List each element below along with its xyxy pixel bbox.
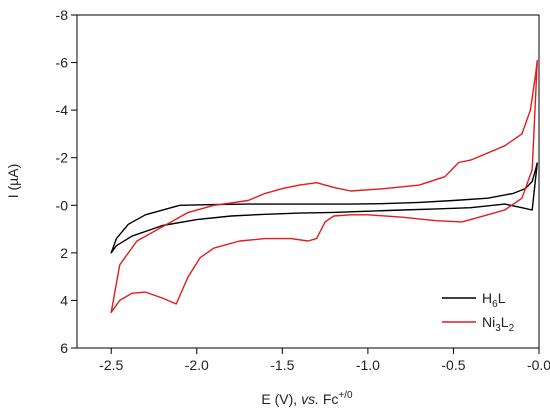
- y-tick-label: 4: [60, 292, 68, 308]
- y-tick-label: -0: [56, 197, 69, 213]
- series-layer: [110, 60, 538, 313]
- legend-label: H6L: [482, 290, 506, 310]
- x-axis-title: E (V), vs. Fc+/0: [261, 390, 353, 407]
- x-axis-ticks: -2.5 -2.0 -1.5 -1.0 -0.5 -0.0: [99, 348, 550, 373]
- legend-label: Ni3L2: [482, 314, 515, 334]
- y-tick-label: 2: [60, 245, 68, 261]
- x-tick-label: -1.0: [356, 357, 380, 373]
- y-tick-label: -6: [56, 55, 69, 71]
- x-tick-label: -0.5: [441, 357, 465, 373]
- series-line-h6l: [110, 162, 538, 254]
- y-tick-label: 6: [60, 340, 68, 356]
- y-axis-title: I (µA): [5, 164, 21, 199]
- x-tick-label: -1.5: [270, 357, 294, 373]
- y-tick-label: -2: [56, 150, 69, 166]
- y-tick-label: -4: [56, 102, 69, 118]
- y-axis-ticks: -8 -6 -4 -2 -0 2 4 6: [56, 7, 77, 356]
- y-tick-label: -8: [56, 7, 69, 23]
- x-tick-label: -2.0: [185, 357, 209, 373]
- series-line-ni3l2: [110, 60, 538, 313]
- x-tick-label: -0.0: [527, 357, 550, 373]
- x-tick-label: -2.5: [99, 357, 123, 373]
- legend: H6L Ni3L2: [442, 290, 515, 334]
- plot-frame: [76, 14, 540, 349]
